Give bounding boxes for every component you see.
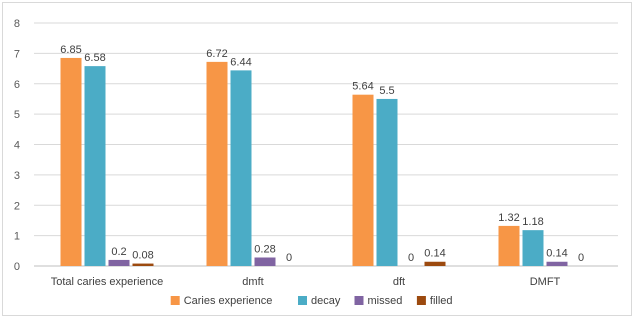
bar-decay <box>376 98 398 266</box>
category-label: dmft <box>242 276 263 288</box>
bar-caries-experience <box>352 94 374 266</box>
y-tick-label: 3 <box>14 170 20 182</box>
legend-swatch <box>416 296 426 305</box>
y-tick-label: 4 <box>14 140 20 152</box>
gridlines <box>34 22 618 267</box>
data-labels: 6.856.58 0.2 0.08 6.726.44 0.28 0 5.64 5.5 0 0.14… <box>60 44 584 264</box>
data-label: 0.08 <box>132 250 153 262</box>
bar-caries-experience <box>60 57 82 267</box>
data-label: 0.14 <box>546 248 567 260</box>
data-label: 5.64 <box>352 81 373 93</box>
bar-decay <box>230 70 252 266</box>
y-axis-ticks: 0 1 2 3 4 5 6 7 8 <box>14 18 20 273</box>
bar-missed <box>546 261 568 266</box>
legend-label: filled <box>430 295 453 307</box>
y-tick-label: 6 <box>14 79 20 91</box>
category-label: DMFT <box>530 276 561 288</box>
bar-missed <box>254 257 276 266</box>
y-tick-label: 7 <box>14 48 20 60</box>
bar-missed <box>108 259 130 266</box>
category-labels: Total caries experience dmft dft DMFT <box>51 276 561 288</box>
bar-caries-experience <box>206 61 228 266</box>
data-label: 0 <box>408 252 414 264</box>
legend-label: decay <box>311 295 341 307</box>
data-label: 0.2 <box>111 246 126 258</box>
category-label: dft <box>393 276 405 288</box>
data-label: 0 <box>578 252 584 264</box>
data-label: 1.32 <box>498 212 519 224</box>
legend-label: missed <box>368 295 403 307</box>
bar-decay <box>84 66 106 266</box>
y-tick-label: 0 <box>14 261 20 273</box>
data-label: 6.72 <box>206 48 227 60</box>
data-label: 5.5 <box>379 85 394 97</box>
legend: Caries experience decay missed filled <box>170 295 453 307</box>
y-tick-label: 5 <box>14 109 20 121</box>
bars <box>60 57 568 267</box>
bar-caries-experience <box>498 225 520 266</box>
category-label: Total caries experience <box>51 276 164 288</box>
bar-filled <box>424 261 446 266</box>
legend-swatch <box>354 296 364 305</box>
legend-swatch <box>170 296 180 305</box>
data-label: 6.85 <box>60 44 81 56</box>
bar-filled <box>132 263 154 266</box>
data-label: 6.58 <box>84 52 105 64</box>
data-label: 6.44 <box>230 56 251 68</box>
bar-decay <box>522 230 544 266</box>
legend-label: Caries experience <box>184 295 273 307</box>
y-tick-label: 8 <box>14 18 20 30</box>
y-tick-label: 2 <box>14 200 20 212</box>
data-label: 1.18 <box>522 216 543 228</box>
legend-swatch <box>298 296 307 305</box>
y-tick-label: 1 <box>14 231 20 243</box>
data-label: 0.14 <box>424 248 445 260</box>
data-label: 0 <box>286 252 292 264</box>
data-label: 0.28 <box>254 243 275 255</box>
